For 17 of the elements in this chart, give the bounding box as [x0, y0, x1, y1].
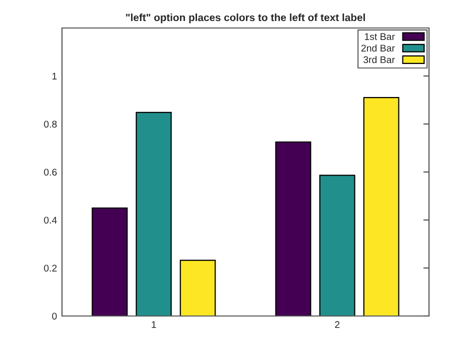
y-tick-label: 0.8 [44, 120, 57, 128]
bar [363, 97, 400, 316]
legend-label: 3rd Bar [363, 56, 395, 64]
y-tick-label: 1 [52, 72, 57, 80]
bar [319, 174, 356, 316]
bar [180, 260, 216, 316]
legend-label: 2nd Bar [361, 44, 395, 52]
chart-title: "left" option places colors to the left of text label [126, 14, 365, 24]
legend-label: 1st Bar [364, 33, 395, 40]
y-tick-label: 0.6 [44, 168, 57, 176]
x-tick-label: 2 [335, 321, 340, 328]
y-tick-label: 0.2 [44, 264, 57, 272]
y-tick-label: 0 [52, 312, 57, 320]
bar [136, 112, 172, 316]
bar [275, 141, 312, 316]
bar [92, 207, 128, 316]
y-tick-label: 0.4 [44, 216, 57, 224]
